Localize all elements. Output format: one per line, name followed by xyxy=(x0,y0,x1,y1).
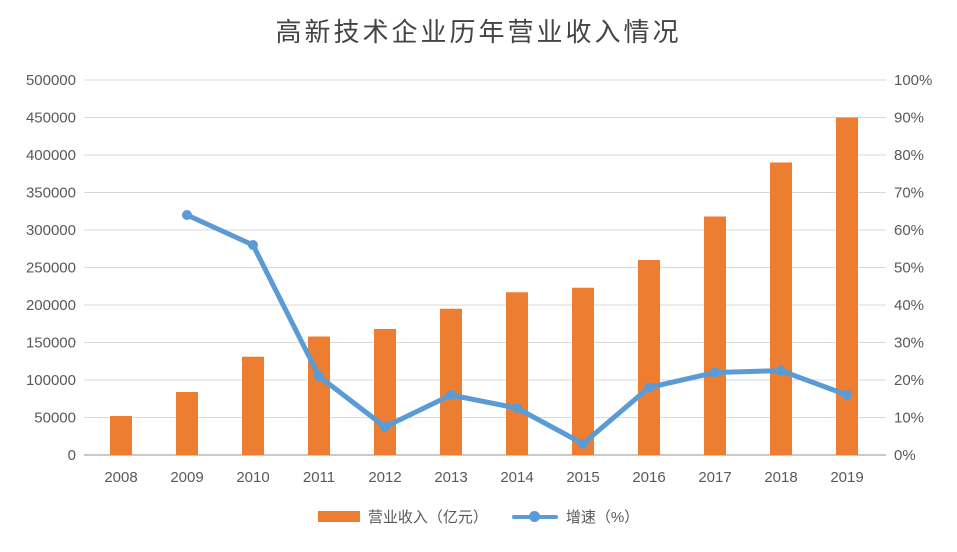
x-axis-label-2009: 2009 xyxy=(170,469,203,486)
right-axis-tick: 70% xyxy=(894,185,924,202)
legend-item-growth: 增速（%） xyxy=(511,506,640,527)
left-axis-tick: 200000 xyxy=(26,297,76,314)
growth-marker-2011 xyxy=(314,371,324,382)
right-axis-tick: 100% xyxy=(894,72,932,89)
growth-marker-2010 xyxy=(248,240,258,250)
bar-2015 xyxy=(572,287,594,455)
bar-2008 xyxy=(110,416,132,455)
left-axis-tick: 450000 xyxy=(26,110,76,127)
bar-2018 xyxy=(770,162,792,455)
right-axis-tick: 50% xyxy=(894,260,924,277)
bar-2009 xyxy=(176,392,198,455)
bar-2016 xyxy=(638,260,660,455)
left-axis-tick: 50000 xyxy=(34,410,76,427)
growth-marker-2016 xyxy=(644,382,654,393)
right-axis-tick: 0% xyxy=(894,447,916,464)
left-axis-tick: 300000 xyxy=(26,222,76,239)
right-axis-tick: 90% xyxy=(894,110,924,127)
x-axis-label-2010: 2010 xyxy=(236,469,269,486)
growth-marker-2018 xyxy=(776,365,786,376)
bar-2011 xyxy=(308,336,330,455)
x-axis-label-2017: 2017 xyxy=(698,469,731,486)
growth-marker-2013 xyxy=(446,390,456,400)
growth-marker-2014 xyxy=(512,403,522,414)
x-axis-label-2008: 2008 xyxy=(104,469,137,486)
growth-marker-2019 xyxy=(842,390,852,400)
bar-2017 xyxy=(704,216,726,455)
bar-2014 xyxy=(506,292,528,455)
left-axis-tick: 0 xyxy=(68,447,76,464)
x-axis-label-2015: 2015 xyxy=(566,469,599,486)
legend: 营业收入（亿元） 增速（%） xyxy=(0,506,957,527)
growth-marker-2015 xyxy=(578,438,588,449)
bar-2013 xyxy=(440,308,462,455)
x-axis-label-2011: 2011 xyxy=(303,469,335,486)
legend-item-revenue: 营业收入（亿元） xyxy=(317,506,488,527)
x-axis-label-2016: 2016 xyxy=(632,469,665,486)
x-axis-label-2018: 2018 xyxy=(764,469,797,486)
growth-marker-2009 xyxy=(182,210,192,220)
right-axis-tick: 10% xyxy=(894,410,924,427)
chart-title: 高新技术企业历年营业收入情况 xyxy=(275,18,682,47)
legend-label-revenue: 营业收入（亿元） xyxy=(367,509,488,526)
left-axis-tick: 350000 xyxy=(26,185,76,202)
left-axis-tick: 150000 xyxy=(26,335,76,352)
x-axis-label-2019: 2019 xyxy=(830,469,863,486)
growth-marker-2017 xyxy=(710,367,720,378)
growth-line-swatch-icon xyxy=(511,511,558,522)
x-axis-label-2014: 2014 xyxy=(500,469,533,486)
left-axis-tick: 500000 xyxy=(26,72,76,89)
bar-2019 xyxy=(836,117,858,455)
legend-label-growth: 增速（%） xyxy=(565,509,640,526)
revenue-bar-swatch-icon xyxy=(317,511,360,522)
right-axis-tick: 80% xyxy=(894,147,924,164)
left-axis-tick: 250000 xyxy=(26,260,76,277)
left-axis-tick: 400000 xyxy=(26,147,76,164)
left-axis-tick: 100000 xyxy=(26,372,76,389)
bar-2012 xyxy=(374,329,396,455)
right-axis-tick: 60% xyxy=(894,222,924,239)
right-axis-tick: 40% xyxy=(894,297,924,314)
x-axis-label-2012: 2012 xyxy=(368,469,401,486)
growth-marker-2012 xyxy=(380,421,390,432)
right-axis-tick: 30% xyxy=(894,335,924,352)
x-axis-label-2013: 2013 xyxy=(434,469,467,486)
right-axis-tick: 20% xyxy=(894,372,924,389)
bar-2010 xyxy=(242,356,264,455)
